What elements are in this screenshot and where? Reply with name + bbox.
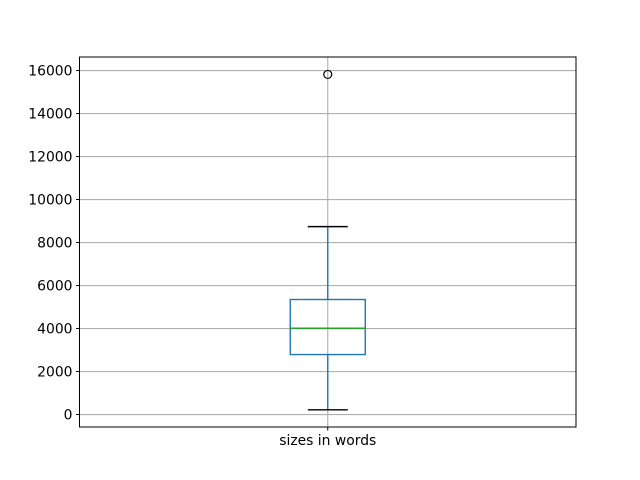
y-tick-label: 16000 <box>28 63 72 79</box>
y-tick-label: 10000 <box>28 192 72 208</box>
y-tick-label: 4000 <box>37 321 72 337</box>
iqr-box <box>289 298 366 356</box>
y-tick-label: 12000 <box>28 149 72 165</box>
y-tick-labels: 0 2000 4000 6000 8000 10000 12000 14000 16000 <box>28 63 72 423</box>
y-tick-label: 2000 <box>37 364 72 380</box>
y-tick-label: 0 <box>64 407 73 423</box>
outlier-marker <box>323 69 333 80</box>
y-tick-label: 8000 <box>37 235 72 251</box>
plot-border <box>79 56 577 428</box>
x-tick-label: sizes in words <box>279 433 376 449</box>
y-tick-label: 14000 <box>28 106 72 122</box>
axis-ticks <box>76 70 329 431</box>
y-tick-label: 6000 <box>37 278 72 294</box>
